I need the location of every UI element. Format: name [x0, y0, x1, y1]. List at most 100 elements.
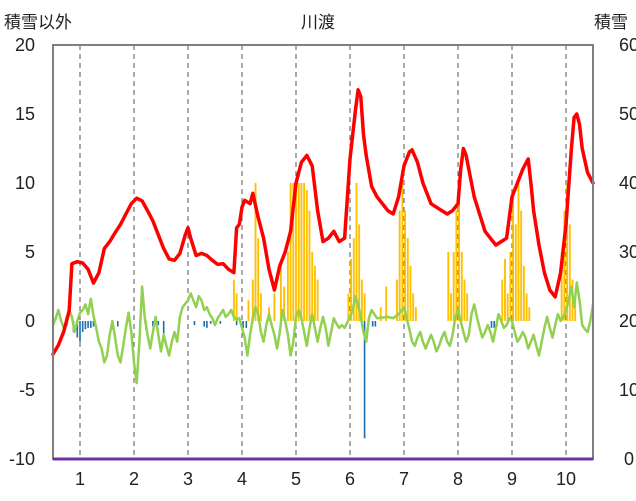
snow_bars_left_axis-bar-41 [450, 293, 452, 321]
snow_bars_left_axis-bar-56 [522, 265, 525, 321]
blue_bars_left_axis-bar-12 [157, 321, 160, 326]
snow_bars_left_axis-bar-42 [452, 252, 455, 321]
snow_bars_left_axis-bar-23 [347, 293, 350, 321]
snow_bars_left_axis-bar-22 [316, 279, 319, 321]
snow_bars_left_axis-bar-15 [297, 183, 300, 321]
snow_bars_left_axis-bar-30 [379, 307, 382, 321]
right-axis-title: 積雪 [594, 13, 628, 32]
snow_bars_left_axis-bar-57 [525, 293, 528, 321]
snow_bars_left_axis-bar-33 [398, 210, 401, 321]
snow_bars_left_axis-bar-8 [273, 293, 276, 321]
left-tick-label: 5 [25, 242, 35, 262]
snow_bars_left_axis-bar-62 [568, 224, 571, 321]
x-tick-label: 4 [237, 469, 247, 489]
snow_bars_left_axis-bar-46 [463, 279, 466, 321]
snow_bars_left_axis-bar-55 [520, 210, 523, 321]
right-tick-label: 10 [619, 380, 636, 400]
blue_bars_left_axis-bar-7 [92, 321, 95, 327]
snow_bars_left_axis-bar-38 [412, 293, 415, 321]
blue_bars_left_axis-bar-16 [206, 321, 208, 328]
snow_bars_left_axis-bar-35 [404, 210, 407, 321]
snow_bars_left_axis-bar-29 [363, 293, 366, 321]
snow_bars_left_axis-bar-39 [414, 307, 417, 321]
snow_bars_left_axis-bar-14 [295, 183, 297, 321]
x-axis-ticks: 1 2 3 4 5 6 7 8 9 10 [75, 469, 576, 489]
snow_bars_left_axis-bar-44 [458, 196, 461, 321]
right-tick-label: 40 [619, 173, 636, 193]
right-tick-label: 50 [619, 104, 636, 124]
blue_bars_left_axis-bar-23 [371, 321, 374, 327]
left-axis-title: 積雪以外 [4, 13, 72, 32]
blue_bars_left_axis-bar-24 [374, 321, 377, 327]
snow_bars_left_axis-bar-32 [396, 279, 398, 321]
blue_bars_left_axis-bar-22 [363, 321, 366, 439]
snow_bars_left_axis-bar-43 [455, 210, 458, 321]
snow_bars_left_axis-bar-21 [313, 265, 316, 321]
blue_bars_left_axis-bar-4 [84, 321, 87, 330]
snow_bars_left_axis-bar-36 [406, 238, 409, 321]
snow_bars_left_axis-bar-58 [528, 307, 531, 321]
blue_bars_left_axis-bar-26 [493, 321, 495, 328]
snow_bars_left_axis-bar-50 [506, 293, 509, 321]
snow_bars_left_axis-bar-13 [292, 183, 295, 321]
blue_bars_left_axis-bar-9 [116, 321, 119, 327]
blue_bars_left_axis-bar-13 [162, 321, 165, 334]
snow_bars_left_axis-bar-48 [501, 279, 504, 321]
blue_bars_left_axis-bar-2 [79, 321, 81, 342]
snow_bars_left_axis-bar-9 [279, 265, 282, 321]
snow_bars_left_axis-bar-11 [286, 252, 289, 321]
snow_bars_left_axis-bar-37 [409, 265, 412, 321]
snow_bars_left_axis-bar-4 [254, 183, 257, 321]
snow_bars_left_axis-bar-24 [350, 258, 353, 321]
green_line_left_axis-path [51, 281, 595, 385]
blue_bars_left_axis-bar-1 [76, 321, 79, 338]
snow_bars_left_axis-bar-34 [401, 183, 404, 321]
snow_bars_left_axis-bar-45 [460, 252, 463, 321]
snow-depth-line [51, 88, 595, 356]
snow_bars_left_axis-bar-12 [289, 183, 292, 321]
plot-frame [52, 44, 594, 461]
snow_bars_left_axis-bar-26 [355, 183, 358, 321]
snow_bars_left_axis-bar-52 [512, 189, 515, 321]
left-tick-label: -10 [9, 449, 35, 469]
blue_bars_left_axis-bar-6 [89, 321, 92, 328]
snow_bars_left_axis-bar-2 [247, 300, 250, 321]
chart-title: 川渡 [301, 13, 335, 32]
snow_bars_left_axis-bar-10 [283, 286, 286, 321]
blue_bars_left_axis-bar-20 [242, 321, 244, 328]
left-tick-label: 10 [15, 173, 35, 193]
blue_bars_left_axis-bar-15 [203, 321, 206, 327]
blue_bars_left_axis-bar-18 [219, 321, 222, 324]
snow_bars_left_axis-bar-64 [574, 300, 577, 321]
left-tick-label: 15 [15, 104, 35, 124]
x-tick-label: 2 [129, 469, 139, 489]
x-tick-label: 10 [556, 469, 576, 489]
snow_bars_left_axis-bar-51 [509, 252, 512, 321]
snow_bars_left_axis-bar-49 [504, 258, 506, 321]
snow_bars_left_axis-bar-0 [232, 279, 235, 321]
snow_bars_left_axis-bar-53 [514, 224, 517, 321]
snow_bars_left_axis-bar-25 [352, 238, 355, 321]
snow_bars_left_axis-bar-60 [563, 210, 566, 321]
left-axis-ticks: 20 15 10 5 0 -5 -10 [9, 35, 35, 469]
blue_bars_left_axis-bar-5 [87, 321, 89, 328]
blue_bars_left_axis-bar-19 [235, 321, 238, 326]
snow_bars_left_axis-bar-54 [517, 183, 520, 321]
blue_bars_left_axis-bar-11 [152, 321, 154, 327]
blue_bars_left_axis-bar-21 [245, 321, 248, 328]
x-tick-label: 1 [75, 469, 85, 489]
right-tick-label: 60 [619, 35, 636, 55]
snow_bars_left_axis-bar-31 [385, 286, 388, 321]
right-axis-ticks: 60 50 40 30 20 10 0 [619, 35, 636, 469]
blue_bars_left_axis-bar-25 [490, 321, 493, 328]
snow_bars_left_axis-bar-20 [311, 252, 314, 321]
snow_depth_right_axis-path [51, 88, 595, 356]
blue_bars_left_axis-bar-14 [193, 321, 196, 326]
x-tick-label: 8 [453, 469, 463, 489]
x-tick-label: 9 [507, 469, 517, 489]
right-tick-label: 0 [624, 449, 634, 469]
snow_bars_left_axis-bar-61 [566, 183, 569, 321]
snow_bars_left_axis-bar-18 [305, 189, 308, 321]
